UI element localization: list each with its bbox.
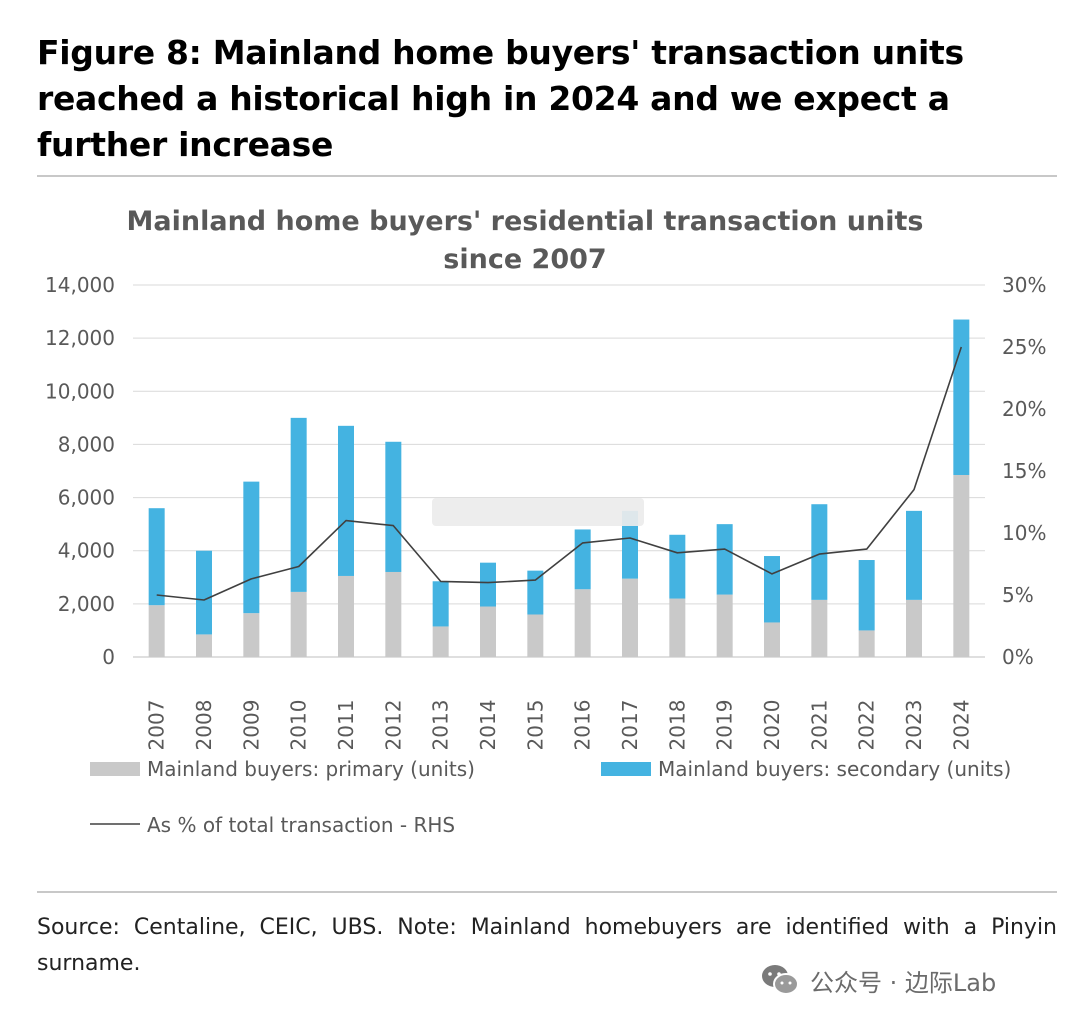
- x-tick-label: 2009: [239, 700, 263, 751]
- x-tick-label: 2022: [855, 700, 879, 751]
- watermark-text: 公众号 · 边际Lab: [810, 968, 997, 997]
- chart-title-main: Mainland home buyers' residential transa…: [126, 206, 924, 237]
- gridlines: [133, 284, 985, 658]
- x-tick-label: 2018: [665, 700, 689, 751]
- y-left-tick-label: 8,000: [58, 432, 115, 456]
- y-right-tick-label: 10%: [1002, 521, 1046, 545]
- redaction-smudge: [432, 498, 644, 526]
- bar-secondary: [243, 481, 260, 614]
- y-left-tick-label: 6,000: [58, 486, 115, 510]
- wechat-icon: [762, 965, 799, 995]
- bar-secondary: [764, 556, 780, 623]
- x-tick-label: 2020: [760, 700, 784, 751]
- y-right-tick-label: 15%: [1002, 459, 1046, 483]
- bar-primary: [716, 594, 733, 657]
- x-tick-label: 2007: [145, 700, 169, 751]
- y-right-tick-label: 20%: [1002, 397, 1046, 421]
- legend-label-primary: Mainland buyers: primary (units): [147, 757, 475, 781]
- bar-secondary: [858, 560, 875, 631]
- x-tick-label: 2008: [192, 700, 216, 751]
- x-tick-label: 2016: [571, 700, 595, 751]
- y-left-tick-label: 0: [102, 645, 115, 669]
- watermark: 公众号 · 边际Lab: [760, 960, 996, 1000]
- bar-primary: [574, 589, 591, 657]
- bar-primary: [432, 626, 449, 657]
- x-tick-label: 2017: [618, 700, 642, 751]
- x-tick-label: 2014: [476, 700, 500, 751]
- y-left-tick-label: 14,000: [45, 273, 115, 297]
- y-left-tick-label: 2,000: [58, 592, 115, 616]
- bar-secondary: [290, 417, 307, 592]
- bar-primary: [385, 571, 402, 657]
- y-left-tick-label: 12,000: [45, 326, 115, 350]
- x-tick-label: 2015: [523, 700, 547, 751]
- bar-primary: [858, 630, 875, 657]
- y-axis-right: 0% 5% 10% 15% 20% 25% 30%: [1002, 273, 1046, 669]
- x-axis-labels: 2007 2008 2009 2010 2011 2012 2013 2014 2015 2016…: [145, 700, 974, 751]
- legend-swatch-primary: [90, 762, 140, 776]
- legend-swatch-secondary: [601, 762, 651, 776]
- y-right-tick-label: 30%: [1002, 273, 1046, 297]
- chart-subtitle: since 2007: [443, 244, 607, 275]
- bar-primary: [243, 613, 260, 657]
- figure-title: Figure 8: Mainland home buyers' transact…: [37, 33, 964, 164]
- bar-primary: [527, 614, 544, 657]
- y-right-tick-label: 0%: [1002, 645, 1034, 669]
- x-tick-label: 2010: [287, 700, 311, 751]
- bar-secondary: [906, 510, 922, 600]
- bar-primary: [906, 599, 922, 657]
- legend-label-line: As % of total transaction - RHS: [147, 813, 455, 837]
- bar-primary: [669, 598, 686, 657]
- bar-secondary: [574, 529, 591, 590]
- x-tick-label: 2024: [949, 700, 973, 751]
- bar-secondary: [480, 562, 496, 607]
- y-left-tick-label: 10,000: [45, 379, 115, 403]
- y-right-tick-label: 25%: [1002, 335, 1046, 359]
- x-tick-label: 2013: [429, 700, 453, 751]
- bars: [148, 319, 970, 657]
- bar-primary: [764, 622, 780, 657]
- bar-secondary: [622, 510, 638, 579]
- x-tick-label: 2012: [381, 700, 405, 751]
- bar-primary: [338, 575, 354, 657]
- source-note: Source: Centaline, CEIC, UBS. Note: Main…: [37, 915, 1057, 976]
- legend: Mainland buyers: primary (units) Mainland…: [90, 757, 1011, 837]
- chart-canvas: 02,0004,0006,0008,00010,00012,00014,000 …: [45, 273, 1046, 837]
- bar-primary: [953, 474, 970, 657]
- bar-secondary: [527, 570, 544, 615]
- x-tick-label: 2011: [334, 700, 358, 751]
- bar-secondary: [148, 508, 165, 606]
- bar-secondary: [432, 581, 449, 627]
- y-right-tick-label: 5%: [1002, 583, 1034, 607]
- y-axis-left: 0 2,000 4,000 6,000 8,000 10,000 12,000 14,000: [45, 273, 115, 669]
- bar-secondary: [669, 534, 686, 599]
- top-divider: [37, 175, 1057, 177]
- x-tick-label: 2019: [713, 700, 737, 751]
- bar-secondary: [716, 524, 733, 595]
- x-tick-label: 2021: [807, 700, 831, 751]
- bar-secondary: [953, 319, 970, 475]
- pct-line: [156, 346, 963, 601]
- bar-primary: [290, 591, 307, 657]
- bar-secondary: [811, 504, 828, 600]
- bar-secondary: [196, 550, 212, 635]
- bar-secondary: [338, 425, 354, 576]
- bar-primary: [622, 578, 638, 657]
- bar-primary: [811, 599, 828, 657]
- x-tick-label: 2023: [902, 700, 926, 751]
- bar-primary: [148, 605, 165, 657]
- bar-primary: [196, 634, 212, 657]
- legend-label-secondary: Mainland buyers: secondary (units): [658, 757, 1011, 781]
- line-series: [156, 346, 963, 601]
- chart-title: Mainland home buyers' residential transa…: [100, 203, 950, 279]
- bar-secondary: [385, 441, 402, 572]
- bottom-divider: [37, 891, 1057, 893]
- y-left-tick-label: 4,000: [58, 539, 115, 563]
- bar-primary: [480, 606, 496, 657]
